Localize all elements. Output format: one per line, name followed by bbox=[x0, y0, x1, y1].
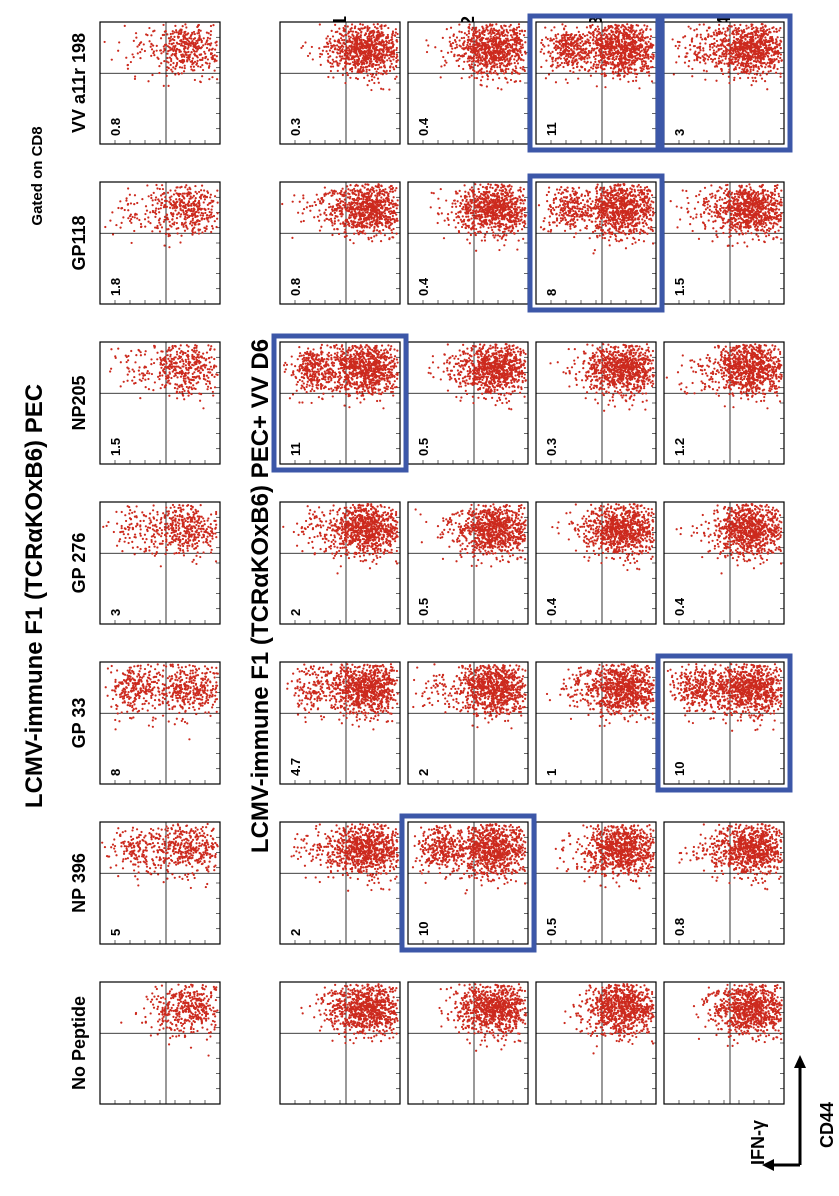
grid-plot: 0.3 bbox=[535, 341, 657, 465]
grid-plot: 2 bbox=[407, 661, 529, 785]
percent-label: 5 bbox=[108, 929, 123, 936]
top-row-plot: 0.8 bbox=[99, 21, 221, 145]
top-row-plot bbox=[99, 981, 221, 1105]
percent-label: 1.2 bbox=[672, 438, 687, 456]
grid-plot: 8 bbox=[535, 181, 657, 305]
peptide-label: GP 276 bbox=[69, 533, 89, 594]
top-row-plot: 3 bbox=[99, 501, 221, 625]
rotated-figure: Gated on CD8 LCMV-immune F1 (TCRαKOxB6) … bbox=[21, 13, 793, 1105]
gated-label: Gated on CD8 bbox=[29, 126, 46, 225]
percent-label: 2 bbox=[288, 609, 303, 616]
top-row-plot: 1.5 bbox=[99, 341, 221, 465]
grid-plot: 0.4 bbox=[535, 501, 657, 625]
axis-indicator: CD44 IFN-γ bbox=[748, 1055, 837, 1171]
grid-plot: 10 bbox=[663, 661, 785, 785]
percent-label: 0.8 bbox=[288, 278, 303, 296]
percent-label: 0.3 bbox=[288, 118, 303, 136]
top-row-plot: 1.8 bbox=[99, 181, 221, 305]
percent-label: 0.8 bbox=[108, 118, 123, 136]
grid-plot: 1.5 bbox=[663, 181, 785, 305]
peptide-label: NP 396 bbox=[69, 853, 89, 913]
top-row-plot: 5 bbox=[99, 821, 221, 945]
grid-plot: 1 bbox=[535, 661, 657, 785]
highlight-box bbox=[527, 13, 665, 153]
plot-frame bbox=[99, 501, 221, 625]
title-top: LCMV-immune F1 (TCRαKOxB6) PEC bbox=[21, 384, 48, 808]
top-row-plot: 8 bbox=[99, 661, 221, 785]
percent-label: 0.5 bbox=[416, 438, 431, 456]
percent-label: 0.4 bbox=[416, 277, 431, 296]
percent-label: 11 bbox=[288, 442, 303, 456]
percent-label: 3 bbox=[672, 129, 687, 136]
grid-plot: 0.5 bbox=[535, 821, 657, 945]
grid-plot: 1.2 bbox=[663, 341, 785, 465]
percent-label: 4.7 bbox=[288, 758, 303, 776]
percent-label: 3 bbox=[108, 609, 123, 616]
cd44-label: CD44 bbox=[817, 1102, 837, 1148]
peptide-label: GP118 bbox=[69, 215, 89, 270]
percent-label: 2 bbox=[288, 929, 303, 936]
percent-label: 0.8 bbox=[672, 918, 687, 936]
percent-label: 10 bbox=[416, 922, 431, 936]
peptide-label: No Peptide bbox=[69, 996, 89, 1090]
grid-plot bbox=[279, 981, 401, 1105]
grid-plot: 11 bbox=[535, 21, 657, 145]
percent-label: 0.4 bbox=[416, 117, 431, 136]
grid-plot: 0.4 bbox=[407, 181, 529, 305]
percent-label: 0.5 bbox=[416, 598, 431, 616]
grid-plot: 10 bbox=[407, 821, 529, 945]
grid-plot: 0.8 bbox=[279, 181, 401, 305]
percent-label: 2 bbox=[416, 769, 431, 776]
facs-plots: 5 8 3 1.5 1.8 0.8 2 4.7 2 11 0.8 0.3 10 2 0.5 0.5 0.4 0.4… bbox=[99, 13, 793, 1105]
peptide-label: VV a11r 198 bbox=[69, 33, 89, 133]
grid-plot: 2 bbox=[279, 821, 401, 945]
percent-label: 8 bbox=[108, 769, 123, 776]
percent-label: 1.5 bbox=[108, 438, 123, 456]
percent-label: 0.4 bbox=[544, 597, 559, 616]
highlight-box bbox=[527, 173, 665, 313]
percent-label: 10 bbox=[672, 762, 687, 776]
peptide-labels: No Peptide NP 396 GP 33 GP 276 NP205 GP118 VV … bbox=[69, 33, 89, 1090]
grid-plot: 0.3 bbox=[279, 21, 401, 145]
grid-plot bbox=[535, 981, 657, 1105]
percent-label: 0.4 bbox=[672, 597, 687, 616]
grid-plot bbox=[407, 981, 529, 1105]
percent-label: 1.5 bbox=[672, 278, 687, 296]
highlight-box bbox=[655, 13, 793, 153]
grid-plot: 2 bbox=[279, 501, 401, 625]
highlight-box bbox=[655, 653, 793, 793]
grid-plot bbox=[663, 981, 785, 1105]
grid-plot: 0.4 bbox=[407, 21, 529, 145]
highlight-box bbox=[271, 333, 409, 473]
percent-label: 0.5 bbox=[544, 918, 559, 936]
grid-plot: 0.5 bbox=[407, 501, 529, 625]
grid-plot: 3 bbox=[663, 21, 785, 145]
grid-plot: 0.8 bbox=[663, 821, 785, 945]
percent-label: 1 bbox=[544, 769, 559, 776]
peptide-label: GP 33 bbox=[69, 698, 89, 749]
percent-label: 1.8 bbox=[108, 278, 123, 296]
peptide-label: NP205 bbox=[69, 375, 89, 430]
grid-plot: 4.7 bbox=[279, 661, 401, 785]
grid-plot: 0.4 bbox=[663, 501, 785, 625]
ifng-label: IFN-γ bbox=[748, 1120, 768, 1165]
grid-plot: 0.5 bbox=[407, 341, 529, 465]
percent-label: 8 bbox=[544, 289, 559, 296]
percent-label: 0.3 bbox=[544, 438, 559, 456]
title-mid: LCMV-immune F1 (TCRαKOxB6) PEC+ VV D6 bbox=[247, 339, 274, 853]
grid-plot: 11 bbox=[279, 341, 401, 465]
percent-label: 11 bbox=[544, 122, 559, 136]
highlight-box bbox=[399, 813, 537, 953]
